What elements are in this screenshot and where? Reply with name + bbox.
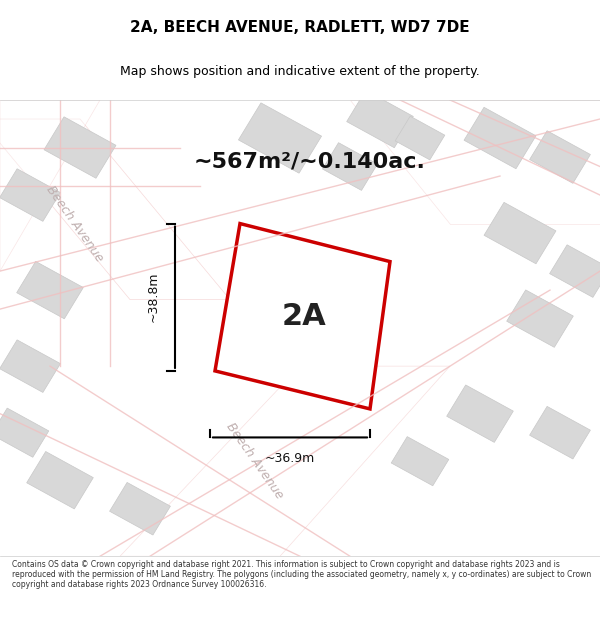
Text: 2A, BEECH AVENUE, RADLETT, WD7 7DE: 2A, BEECH AVENUE, RADLETT, WD7 7DE xyxy=(130,21,470,36)
Polygon shape xyxy=(446,385,514,442)
Text: 2A: 2A xyxy=(281,302,326,331)
Polygon shape xyxy=(120,366,450,556)
Polygon shape xyxy=(530,406,590,459)
Polygon shape xyxy=(17,261,83,319)
Text: Beech Avenue: Beech Avenue xyxy=(224,421,286,502)
Polygon shape xyxy=(110,482,170,535)
Polygon shape xyxy=(395,116,445,160)
Text: Beech Avenue: Beech Avenue xyxy=(44,183,106,264)
Polygon shape xyxy=(0,169,61,221)
Text: Contains OS data © Crown copyright and database right 2021. This information is : Contains OS data © Crown copyright and d… xyxy=(12,560,591,589)
Text: ~567m²/~0.140ac.: ~567m²/~0.140ac. xyxy=(194,152,426,172)
Polygon shape xyxy=(238,103,322,173)
Polygon shape xyxy=(550,245,600,298)
Polygon shape xyxy=(0,340,61,392)
Polygon shape xyxy=(323,142,377,191)
Text: ~38.8m: ~38.8m xyxy=(147,272,160,322)
Polygon shape xyxy=(0,408,49,458)
Polygon shape xyxy=(464,107,536,169)
Polygon shape xyxy=(0,119,230,299)
Polygon shape xyxy=(391,437,449,486)
Polygon shape xyxy=(44,117,116,178)
Polygon shape xyxy=(484,202,556,264)
Polygon shape xyxy=(26,451,94,509)
Text: ~36.9m: ~36.9m xyxy=(265,452,315,465)
Polygon shape xyxy=(530,131,590,183)
Polygon shape xyxy=(350,100,600,224)
Polygon shape xyxy=(347,90,413,148)
Text: Map shows position and indicative extent of the property.: Map shows position and indicative extent… xyxy=(120,66,480,79)
Polygon shape xyxy=(506,290,574,348)
Polygon shape xyxy=(0,100,100,271)
Polygon shape xyxy=(215,224,390,409)
